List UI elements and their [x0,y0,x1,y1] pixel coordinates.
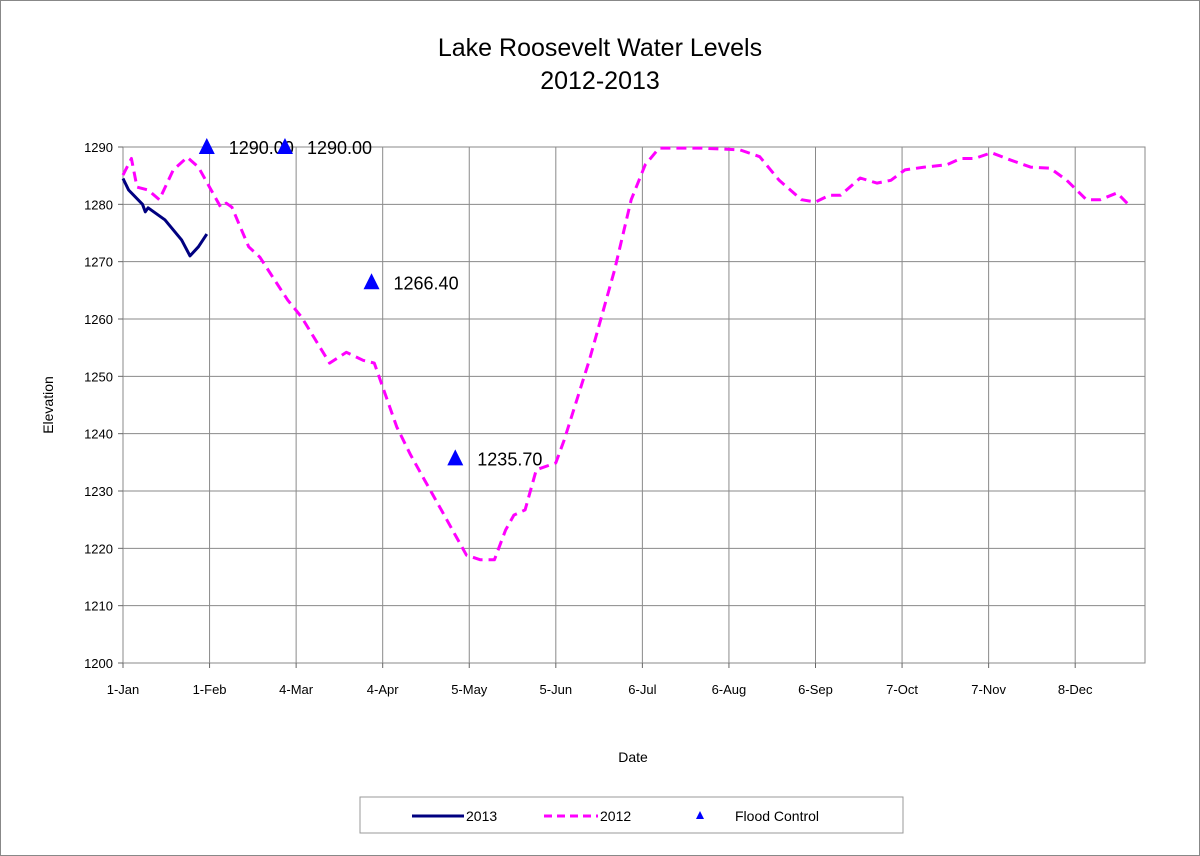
flood-control-marker [363,273,380,290]
y-tick-label: 1280 [84,197,113,212]
x-tick-label: 7-Oct [886,682,918,697]
y-tick-label: 1220 [84,541,113,556]
legend-label-2013: 2013 [466,808,497,824]
y-axis-label: Elevation [40,376,56,434]
y-axis-ticks: 1200 1210 1220 1230 1240 1250 1260 1270 1280 1290 [84,140,123,671]
y-tick-label: 1240 [84,427,113,442]
y-tick-label: 1230 [84,484,113,499]
x-tick-label: 5-Jun [540,682,573,697]
legend-label-2012: 2012 [600,808,631,824]
plot-area [122,146,1146,664]
y-tick-label: 1270 [84,255,113,270]
y-tick-label: 1250 [84,369,113,384]
flood-control-marker [276,138,293,154]
flood-control-data-label: 1290.00 [307,138,372,158]
x-axis-label: Date [618,749,648,765]
x-tick-label: 1-Jan [107,682,140,697]
flood-control-data-label: 1235.70 [477,449,542,469]
y-tick-label: 1260 [84,312,113,327]
x-tick-label: 8-Dec [1058,682,1093,697]
chart-title: Lake Roosevelt Water Levels [438,34,762,62]
legend-label-flood-control: Flood Control [735,808,819,824]
series-line-2013 [121,177,209,258]
x-axis-ticks: 1-Jan 1-Feb 4-Mar 4-Apr 5-May 5-Jun 6-Jul 6-Aug… [107,663,1093,697]
x-tick-label: 5-May [451,682,488,697]
x-tick-label: 4-Mar [279,682,314,697]
y-tick-label: 1210 [84,599,113,614]
y-tick-label: 1290 [84,140,113,155]
legend-marker-flood-control [696,811,704,819]
x-tick-label: 6-Jul [628,682,656,697]
flood-control-marker [198,138,215,154]
gridlines [122,146,1145,664]
chart-subtitle: 2012-2013 [540,67,660,95]
x-tick-label: 1-Feb [193,682,227,697]
y-tick-label: 1200 [84,656,113,671]
legend: 2013 2012 Flood Control [359,796,904,834]
x-tick-label: 6-Aug [712,682,747,697]
x-tick-label: 4-Apr [367,682,399,697]
flood-control-marker [447,449,464,466]
x-tick-label: 6-Sep [798,682,833,697]
flood-control-data-label: 1266.40 [394,273,459,293]
x-tick-label: 7-Nov [971,682,1006,697]
